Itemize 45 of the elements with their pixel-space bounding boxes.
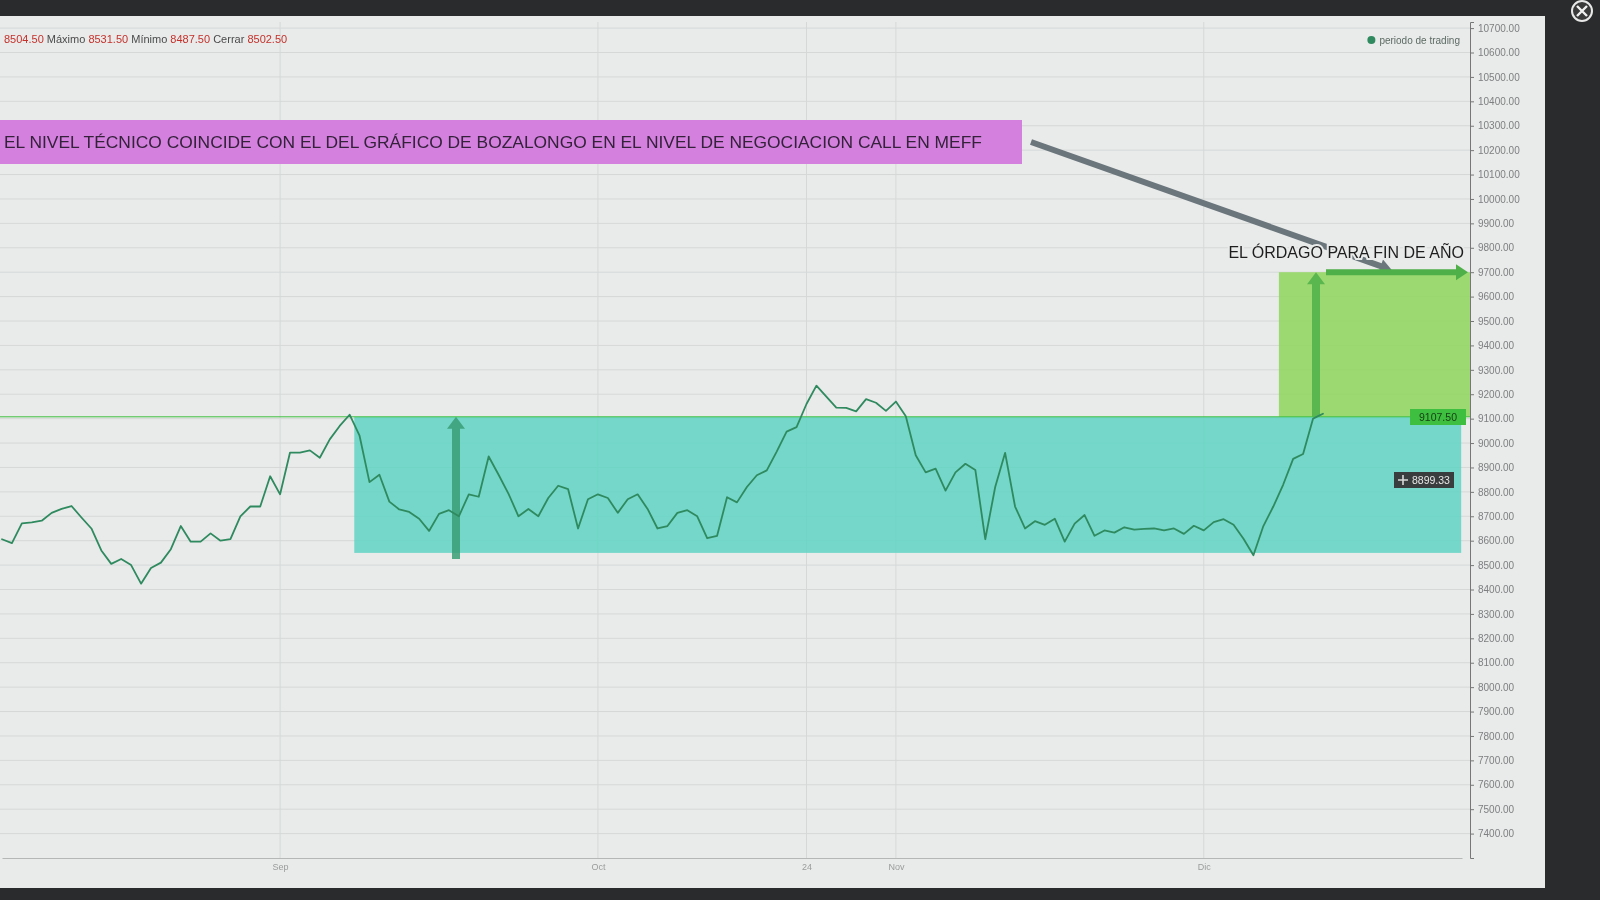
y-tick-label: 8100.00	[1478, 657, 1515, 669]
y-tick-label: 7500.00	[1478, 803, 1515, 815]
y-tick-label: 8300.00	[1478, 608, 1515, 620]
y-tick-label: 10600.00	[1478, 47, 1521, 59]
y-tick-label: 9600.00	[1478, 291, 1515, 303]
y-tick-label: 9400.00	[1478, 340, 1515, 352]
x-tick-label: Dic	[1197, 862, 1212, 873]
y-tick-label: 8700.00	[1478, 510, 1515, 522]
y-tick-label: 10500.00	[1478, 71, 1521, 83]
y-tick-label: 7400.00	[1478, 828, 1515, 840]
line-series	[1, 384, 1324, 585]
y-tick-label: 8000.00	[1478, 681, 1515, 693]
x-tick-label: 24	[801, 862, 812, 873]
y-tick-label: 7800.00	[1478, 730, 1515, 742]
y-tick-label: 10100.00	[1478, 169, 1521, 181]
y-tick-label: 10700.00	[1478, 22, 1521, 34]
y-tick-label: 7900.00	[1478, 706, 1515, 718]
y-tick-label: 10000.00	[1478, 193, 1521, 205]
y-tick-label: 9300.00	[1478, 364, 1515, 376]
y-tick-label: 10200.00	[1478, 144, 1521, 156]
y-tick-label: 10400.00	[1478, 96, 1521, 108]
y-tick-label: 7700.00	[1478, 755, 1515, 767]
x-tick-label: Sep	[272, 862, 289, 873]
y-tick-label: 9800.00	[1478, 242, 1515, 254]
y-tick-label: 10300.00	[1478, 120, 1521, 132]
y-tick-label: 9900.00	[1478, 218, 1515, 230]
annotation: EL NIVEL TÉCNICO COINCIDE CON EL DEL GRÁFICO DE BOZALONGO EN EL NIVEL DE NEGOCIACION CALL EN MEFF	[0, 120, 1022, 164]
y-tick-label: 8900.00	[1478, 462, 1515, 474]
y-tick-label: 7600.00	[1478, 779, 1515, 791]
y-tick-label: 8200.00	[1478, 633, 1515, 645]
legend-label: periodo de trading	[1379, 35, 1460, 46]
y-tick-label: 8600.00	[1478, 535, 1515, 547]
x-tick-label: Nov	[888, 862, 905, 873]
y-tick-label: 9100.00	[1478, 413, 1515, 425]
y-tick-label: 9000.00	[1478, 437, 1515, 449]
y-tick-label: 8400.00	[1478, 584, 1515, 596]
annotation: 8504.50 Máximo 8531.50 Mínimo 8487.50 Cerrar 8502.50	[4, 33, 288, 45]
y-tick-label: 8500.00	[1478, 559, 1515, 571]
y-tick-label: 9500.00	[1478, 315, 1515, 327]
x-tick-label: Oct	[591, 862, 606, 873]
annotation: 8899.33	[1412, 473, 1450, 488]
y-tick-label: 8800.00	[1478, 486, 1515, 498]
y-tick-label: 9700.00	[1478, 266, 1515, 278]
y-tick-label: 9200.00	[1478, 388, 1515, 400]
ref-line-label: 9107.50	[1410, 408, 1466, 425]
